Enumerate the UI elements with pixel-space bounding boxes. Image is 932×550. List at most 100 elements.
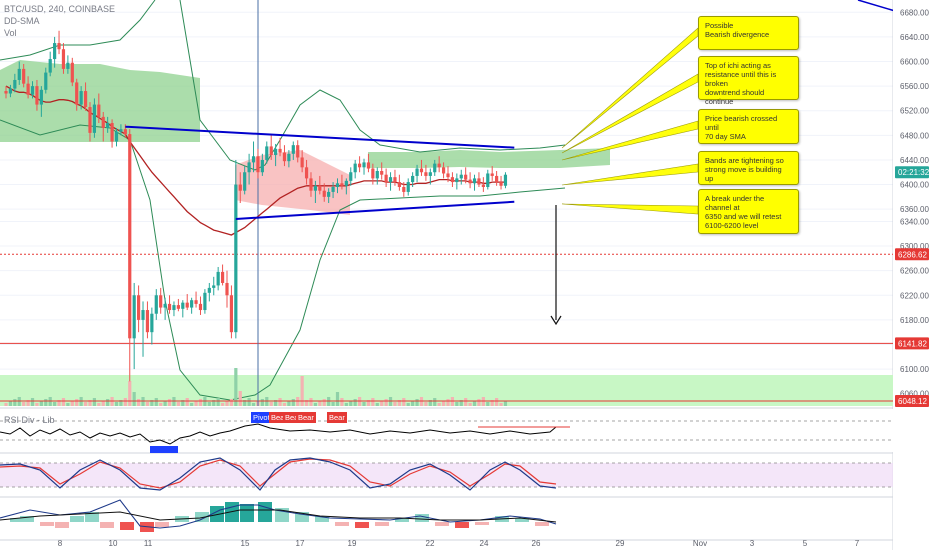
candle-body xyxy=(207,287,211,293)
candle-body xyxy=(44,72,48,90)
candle-body xyxy=(185,302,189,308)
volume-bar xyxy=(75,399,79,406)
note-ichi-resistance[interactable]: Top of ichi acting as resistance until t… xyxy=(698,56,799,106)
volume-bar xyxy=(216,398,220,406)
candle-body xyxy=(304,167,309,179)
candle-body xyxy=(13,79,17,89)
volume-bar xyxy=(154,398,158,406)
candle-body xyxy=(216,271,220,286)
candle-body xyxy=(225,282,229,296)
stoch-d-line xyxy=(0,458,557,489)
down-arrow[interactable] xyxy=(550,205,562,326)
volume-bar xyxy=(486,402,490,406)
volume-bar xyxy=(150,400,154,406)
candle-body xyxy=(22,68,26,84)
volume-bar xyxy=(441,401,446,406)
candle-body xyxy=(375,171,379,179)
time-axis[interactable]: 8 10 11 15 17 19 22 24 26 29 Nov 3 5 7 xyxy=(58,539,860,548)
volume-bar xyxy=(313,403,317,406)
candle-body xyxy=(380,171,384,175)
volume-bar xyxy=(260,399,264,406)
volume-bar xyxy=(30,398,35,406)
volume-bar xyxy=(212,400,216,406)
volume-bar xyxy=(83,402,88,406)
volume-bar xyxy=(198,399,203,406)
candle-body xyxy=(70,62,74,83)
rsi-label: RSI Div - Lib xyxy=(4,415,55,425)
price-tick: 6480.00 xyxy=(900,131,929,140)
price-tag: 6048.12 xyxy=(895,395,929,408)
volume-bar xyxy=(344,403,348,406)
volume-bar xyxy=(468,403,472,406)
candle-body xyxy=(344,180,348,186)
candle-body xyxy=(48,59,52,73)
volume-bar xyxy=(366,400,371,406)
volume-bar xyxy=(220,403,225,406)
time-tick: 3 xyxy=(750,539,755,548)
candle-body xyxy=(198,303,203,311)
candle-body xyxy=(251,156,256,163)
note-callout-lines xyxy=(561,27,699,215)
volume-bar xyxy=(472,401,477,406)
candle-body xyxy=(309,178,313,191)
volume-bar xyxy=(287,401,291,406)
candle-body xyxy=(203,292,207,311)
candle-body xyxy=(366,162,371,169)
candle-body xyxy=(256,156,260,173)
signal-bear-3: Bear xyxy=(296,412,316,423)
volume-bar xyxy=(278,398,282,406)
volume-bar xyxy=(251,403,256,406)
volume-bar xyxy=(44,399,48,406)
volume-bar xyxy=(159,403,163,406)
price-tag-bg xyxy=(895,337,929,350)
price-tick: 6060.00 xyxy=(900,390,929,399)
candle-body xyxy=(428,172,432,176)
volume-bar xyxy=(490,400,494,406)
volume-bar xyxy=(35,403,39,406)
candle-body xyxy=(481,184,485,188)
volume-bar xyxy=(455,402,459,406)
volume-bar xyxy=(397,400,401,406)
candle-body xyxy=(296,145,300,158)
candle-body xyxy=(274,148,278,156)
volume-bar xyxy=(238,391,242,406)
volume-bar xyxy=(353,399,357,406)
volume-bar xyxy=(22,402,26,406)
candle-body xyxy=(433,163,437,173)
macd-hist-bar xyxy=(295,512,309,522)
volume-bar xyxy=(291,399,295,406)
volume-bar xyxy=(106,399,110,406)
note-bands-tightening[interactable]: Bands are tightening so strong move is b… xyxy=(698,151,799,185)
candle-body xyxy=(145,310,150,333)
candle-body xyxy=(291,145,295,154)
candle-body xyxy=(415,168,419,176)
volume-bar xyxy=(402,398,406,406)
candle-body xyxy=(154,295,158,314)
price-tag-bg xyxy=(895,248,929,261)
price-tag: 6286.62 xyxy=(895,248,929,261)
price-tag-text: 02:21:32 xyxy=(898,168,930,177)
candle-body xyxy=(495,175,499,183)
price-tick: 6300.00 xyxy=(900,242,929,251)
volume-bar xyxy=(26,400,30,406)
volume-bar xyxy=(225,401,229,406)
note-sma-cross[interactable]: Price bearish crossed until 70 day SMA xyxy=(698,109,799,144)
indicator-label-vol: Vol xyxy=(4,28,17,38)
price-axis[interactable]: 6680.00 6640.00 6600.00 6560.00 6520.00 6480.… xyxy=(893,0,932,550)
horizontal-levels xyxy=(0,0,893,406)
note-bearish-divergence[interactable]: Possible Bearish divergence xyxy=(698,16,799,50)
price-tick: 6600.00 xyxy=(900,58,929,67)
candle-body xyxy=(97,104,101,117)
signal-bear-2: Bear xyxy=(283,412,303,423)
macd-hist-bar xyxy=(515,518,529,522)
candle-body xyxy=(437,163,441,168)
candle-body xyxy=(397,182,401,188)
volume-bar xyxy=(446,399,450,406)
volume-bar xyxy=(393,402,397,406)
time-tick: 17 xyxy=(296,539,305,548)
note-channel-break[interactable]: A break under the channel at 6350 and we… xyxy=(698,189,799,234)
volume-bar xyxy=(331,402,335,406)
candle-body xyxy=(53,43,57,60)
candle-body xyxy=(335,183,340,188)
candle-body xyxy=(446,173,450,178)
